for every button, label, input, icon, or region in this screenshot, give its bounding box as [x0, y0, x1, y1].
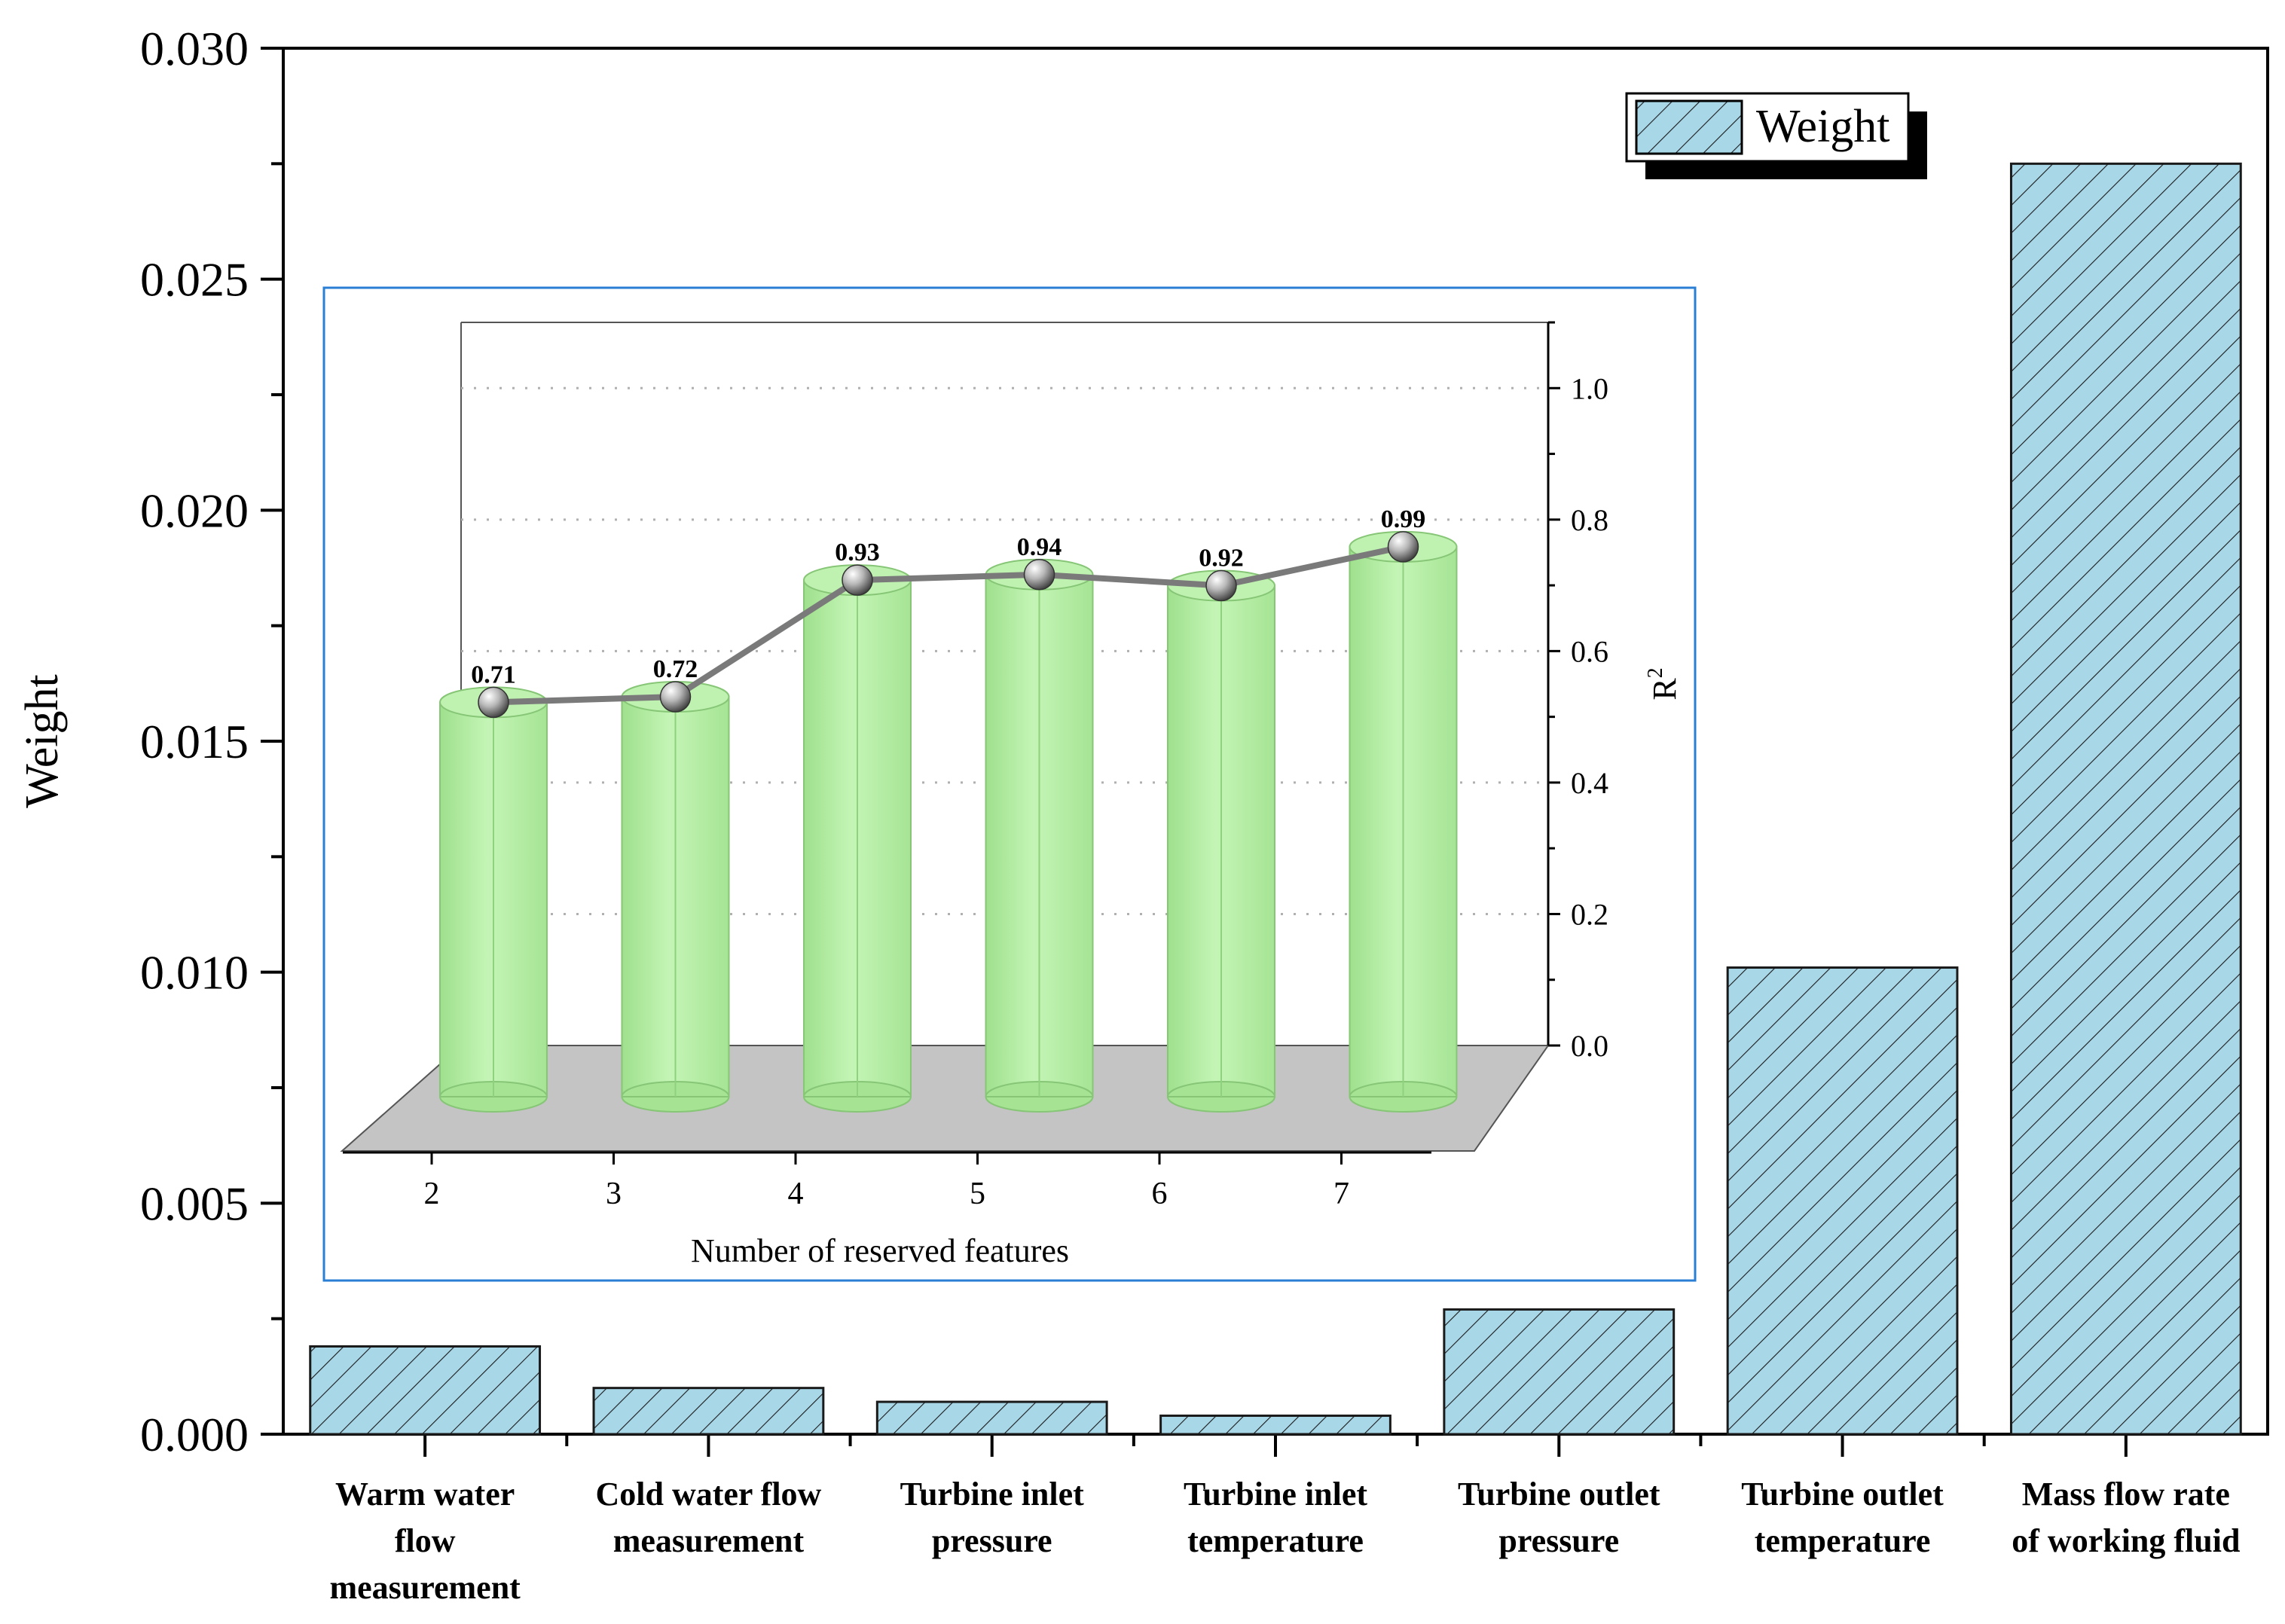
main-bar: [1726, 966, 1959, 1436]
main-x-tick-label-line: pressure: [1498, 1522, 1619, 1559]
inset-x-tick-label: 3: [606, 1177, 622, 1211]
main-x-tick-label-line: Cold water flow: [596, 1476, 822, 1513]
main-x-tick-label-line: Turbine outlet: [1741, 1476, 1944, 1513]
inset-marker: [1023, 559, 1055, 591]
inset-x-axis-label: Number of reserved features: [691, 1232, 1069, 1269]
inset-chart: 0.0 0.2 0.4 0.6 0.8 1.0 2 3 4 5 6 7 0.71 0.72 0.93 0.94…: [322, 286, 1697, 1282]
inset-marker: [478, 686, 509, 719]
legend-swatch: [1635, 99, 1743, 155]
inset-data-label: 0.94: [1017, 533, 1062, 561]
main-bars: [309, 162, 2242, 1436]
main-y-tick-label: 0.015: [140, 715, 249, 768]
main-x-tick-label-line: temperature: [1755, 1522, 1931, 1559]
inset-cylinder: [1349, 530, 1458, 1113]
inset-y-tick-label: 1.0: [1571, 371, 1608, 405]
main-y-axis-label: Weight: [17, 674, 68, 808]
inset-marker: [1205, 569, 1237, 602]
main-x-tick-label-line: pressure: [932, 1522, 1052, 1559]
main-bar: [1159, 1414, 1391, 1436]
main-y-tick-label: 0.025: [140, 253, 249, 307]
inset-y-tick-label: 0.8: [1571, 503, 1608, 537]
inset-y-axis-label: R2: [1644, 667, 1683, 700]
inset-y-axis-label-sup: 2: [1644, 667, 1667, 678]
inset-marker: [842, 564, 873, 596]
inset-marker: [659, 681, 692, 713]
inset-data-label: 0.99: [1381, 505, 1426, 533]
main-x-tick-label-line: flow: [395, 1522, 456, 1559]
main-bar: [1443, 1308, 1676, 1436]
legend: Weight: [1625, 92, 1927, 179]
inset-cylinder: [439, 686, 548, 1113]
inset-cylinder: [985, 558, 1094, 1113]
legend-label: Weight: [1756, 101, 1890, 152]
main-y-tick-label: 0.020: [140, 484, 249, 537]
main-x-tick-label: Turbine outlet pressure: [1458, 1476, 1660, 1559]
inset-x-tick-label: 5: [970, 1177, 985, 1211]
main-bar: [309, 1345, 542, 1436]
inset-data-label: 0.93: [835, 539, 880, 566]
inset-y-tick-label: 0.2: [1571, 897, 1608, 931]
main-bar: [592, 1387, 825, 1436]
main-y-tick-label: 0.030: [140, 22, 249, 75]
inset-x-tick-label: 2: [424, 1177, 440, 1211]
inset-data-label: 0.72: [653, 655, 698, 683]
main-x-tick-label-line: measurement: [613, 1522, 805, 1559]
main-x-tick-label-line: measurement: [329, 1569, 521, 1606]
main-y-axis: 0.000 0.005 0.010 0.015 0.020 0.025 0.030: [140, 22, 283, 1461]
main-y-tick-label: 0.005: [140, 1177, 249, 1230]
inset-x-tick-label: 4: [788, 1177, 804, 1211]
main-y-tick-label: 0.010: [140, 946, 249, 1000]
main-x-tick-label: Turbine inlet pressure: [900, 1476, 1084, 1559]
inset-data-label: 0.92: [1199, 545, 1244, 572]
main-x-tick-label: Warm water flow measurement: [329, 1476, 521, 1606]
main-x-tick-label-line: Turbine inlet: [900, 1476, 1084, 1513]
inset-cylinder: [803, 564, 912, 1113]
main-x-tick-label: Cold water flow measurement: [596, 1476, 822, 1559]
inset-y-tick-label: 0.0: [1571, 1029, 1608, 1063]
main-y-tick-label: 0.000: [140, 1408, 249, 1461]
inset-y-axis-label-base: R: [1646, 678, 1683, 701]
main-bar: [2009, 162, 2242, 1436]
inset-r2-line: [493, 544, 1404, 706]
main-x-tick-label: Mass flow rate of working fluid: [2012, 1476, 2240, 1559]
inset-x-tick-label: 7: [1333, 1177, 1349, 1211]
main-x-tick-label: Turbine outlet temperature: [1741, 1476, 1944, 1559]
main-x-tick-label-line: Turbine inlet: [1184, 1476, 1367, 1513]
main-x-tick-label: Turbine inlet temperature: [1184, 1476, 1367, 1559]
inset-cylinder: [621, 681, 730, 1113]
inset-marker: [1387, 531, 1419, 563]
inset-cylinder: [1167, 569, 1275, 1113]
inset-plot: 0.0 0.2 0.4 0.6 0.8 1.0 2 3 4 5 6 7 0.71 0.72 0.93 0.94…: [340, 321, 1608, 1211]
main-x-tick-label-line: of working fluid: [2012, 1522, 2240, 1559]
inset-y-tick-label: 0.4: [1571, 766, 1608, 800]
main-x-tick-label-line: Warm water: [335, 1476, 515, 1513]
main-x-tick-label-line: Turbine outlet: [1458, 1476, 1660, 1513]
main-bar: [875, 1400, 1108, 1436]
main-x-tick-label-line: Mass flow rate: [2022, 1476, 2230, 1513]
inset-x-tick-label: 6: [1152, 1177, 1168, 1211]
main-x-tick-label-line: temperature: [1187, 1522, 1364, 1559]
inset-data-label: 0.71: [471, 661, 516, 688]
inset-y-tick-label: 0.6: [1571, 634, 1608, 668]
